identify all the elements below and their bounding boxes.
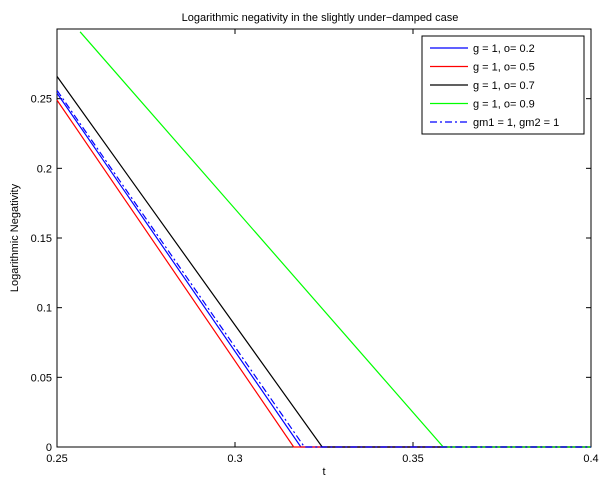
series-lines <box>56 31 591 448</box>
chart-title: Logarithmic negativity in the slightly u… <box>182 12 459 24</box>
x-tick-label: 0.25 <box>46 453 67 465</box>
legend-entry-5: gm1 = 1, gm2 = 1 <box>473 117 559 129</box>
x-axis-label: t <box>322 466 325 478</box>
legend-entry-1: g = 1, o= 0.2 <box>473 43 535 55</box>
y-axis-label: Logarithmic Negativity <box>9 183 21 292</box>
y-tick-label: 0 <box>46 442 52 454</box>
y-tick-label: 0.15 <box>31 233 52 245</box>
legend-entry-4: g = 1, o= 0.9 <box>473 99 535 111</box>
y-axis-ticks: 0 0.05 0.1 0.15 0.2 0.25 <box>31 94 591 454</box>
x-axis-ticks: 0.25 0.3 0.35 0.4 <box>46 29 599 465</box>
y-tick-label: 0.05 <box>31 372 52 384</box>
x-tick-label: 0.4 <box>583 453 598 465</box>
x-tick-label: 0.3 <box>227 453 242 465</box>
y-tick-label: 0.25 <box>31 94 52 106</box>
y-tick-label: 0.2 <box>37 163 52 175</box>
series-line-5 <box>56 89 591 448</box>
legend-entry-3: g = 1, o= 0.7 <box>473 80 535 92</box>
y-tick-label: 0.1 <box>37 303 52 315</box>
x-tick-label: 0.35 <box>402 453 423 465</box>
legend-entry-2: g = 1, o= 0.5 <box>473 62 535 74</box>
legend: g = 1, o= 0.2 g = 1, o= 0.5 g = 1, o= 0.7 g… <box>421 35 585 135</box>
